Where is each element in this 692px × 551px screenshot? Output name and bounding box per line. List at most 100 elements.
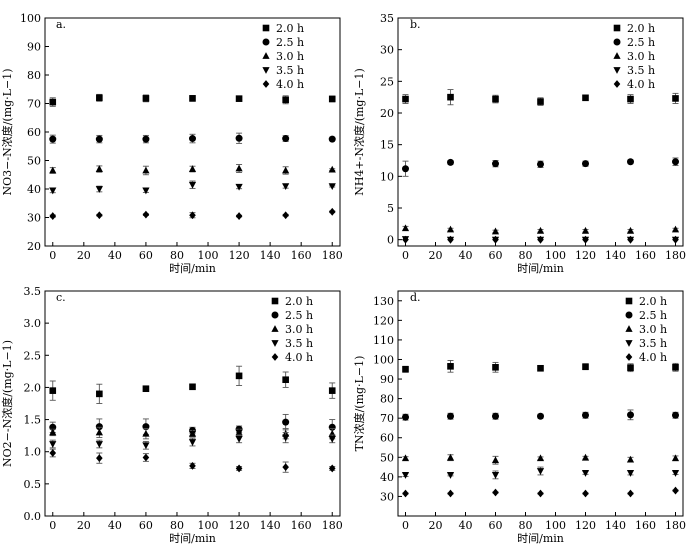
data-point — [582, 411, 589, 419]
data-point — [328, 464, 336, 473]
x-tick-label: 40 — [459, 249, 473, 262]
data-point — [447, 489, 454, 498]
y-tick-label: 0.0 — [24, 510, 42, 523]
data-point — [189, 135, 196, 143]
panel-label: d. — [410, 291, 421, 304]
data-point — [189, 383, 196, 391]
data-point — [446, 225, 455, 233]
data-point — [537, 364, 544, 372]
data-point — [282, 96, 289, 104]
data-point — [402, 95, 409, 103]
series-3-5h — [49, 431, 336, 450]
data-point — [672, 235, 679, 244]
data-point — [282, 418, 290, 426]
data-point — [96, 211, 103, 220]
x-axis-title: 时间/min — [517, 262, 564, 275]
data-point — [402, 165, 409, 173]
data-point — [142, 135, 150, 143]
data-point — [402, 365, 409, 373]
x-tick-label: 180 — [322, 249, 343, 262]
data-point — [282, 376, 289, 384]
legend: 2.0 h2.5 h3.0 h3.5 h4.0 h — [625, 295, 667, 364]
y-tick-label: 30 — [27, 212, 41, 225]
x-tick-label: 120 — [575, 519, 596, 532]
legend-marker — [271, 297, 279, 305]
data-point — [235, 134, 243, 142]
legend-label: 4.0 h — [276, 78, 304, 91]
data-point — [328, 207, 336, 216]
series-2-0h — [402, 360, 679, 373]
data-point — [536, 468, 545, 475]
data-point — [96, 390, 103, 398]
y-tick-label: 100 — [20, 12, 41, 25]
data-point — [142, 385, 150, 393]
chart-panel-d: 0 20 40 60 80 100 120 140 160 180 30 40 50 60 70 80 90 10… — [352, 290, 686, 545]
legend-label: 3.0 h — [639, 323, 667, 336]
y-tick-label: 60 — [380, 432, 394, 445]
data-point — [142, 166, 150, 174]
y-axis-title: NO2−-N浓度/(mg·L−1) — [0, 340, 14, 467]
data-point — [626, 226, 635, 234]
y-tick-label: 30 — [380, 490, 394, 503]
chart-panel-a: 0 20 40 60 80 100 120 140 160 180 20 30 40 50 60 70 80 90… — [0, 12, 343, 275]
data-point — [95, 186, 103, 193]
data-point — [282, 463, 289, 472]
y-tick-label: 0.5 — [24, 478, 42, 491]
data-point — [581, 226, 590, 234]
data-point — [188, 165, 197, 172]
y-tick-label: 0 — [387, 234, 394, 247]
data-point — [492, 235, 499, 244]
data-point — [492, 95, 499, 103]
y-tick-label: 70 — [27, 98, 41, 111]
legend-label: 3.5 h — [285, 337, 313, 350]
data-point — [627, 411, 634, 419]
legend-label: 3.0 h — [285, 323, 313, 336]
series-3-5h — [401, 466, 680, 480]
data-point — [536, 454, 545, 462]
data-point — [672, 486, 679, 495]
y-tick-label: 50 — [27, 155, 41, 168]
y-tick-label: 110 — [373, 334, 394, 347]
x-tick-label: 0 — [49, 519, 56, 532]
data-point — [492, 160, 499, 168]
data-point — [235, 183, 243, 191]
y-tick-label: 5 — [387, 202, 394, 215]
data-point — [582, 235, 589, 244]
data-point — [49, 166, 57, 174]
data-point — [282, 183, 290, 191]
y-tick-label: 25 — [380, 75, 394, 88]
data-point — [328, 183, 336, 191]
data-point — [581, 470, 590, 477]
data-point — [491, 472, 500, 479]
data-point — [142, 429, 150, 437]
data-point — [328, 95, 336, 103]
legend-label: 3.5 h — [276, 64, 304, 77]
data-point — [582, 363, 589, 371]
x-tick-label: 140 — [605, 249, 626, 262]
y-tick-label: 80 — [380, 393, 394, 406]
series-3-0h — [401, 224, 680, 235]
x-tick-label: 40 — [108, 519, 122, 532]
data-point — [581, 453, 590, 461]
series-4-0h — [402, 486, 679, 498]
data-point — [492, 364, 499, 371]
data-point — [189, 95, 196, 102]
data-point — [142, 442, 150, 450]
x-tick-label: 20 — [429, 249, 443, 262]
y-axis-title: NH4+-N浓度/(mg·L−1) — [352, 68, 366, 196]
data-point — [95, 441, 103, 448]
series-4-0h — [49, 207, 336, 220]
x-tick-label: 120 — [229, 249, 250, 262]
data-point — [401, 224, 410, 232]
y-tick-label: 20 — [380, 107, 394, 120]
y-tick-label: 10 — [380, 170, 394, 183]
x-tick-label: 20 — [429, 519, 443, 532]
x-tick-label: 180 — [665, 519, 686, 532]
y-tick-label: 20 — [27, 240, 41, 253]
y-tick-label: 3.0 — [24, 317, 42, 330]
legend-marker — [613, 24, 621, 32]
x-tick-label: 60 — [139, 519, 153, 532]
y-tick-label: 2.5 — [24, 349, 42, 362]
y-tick-label: 1.5 — [24, 414, 42, 427]
series-3-5h — [49, 180, 336, 195]
